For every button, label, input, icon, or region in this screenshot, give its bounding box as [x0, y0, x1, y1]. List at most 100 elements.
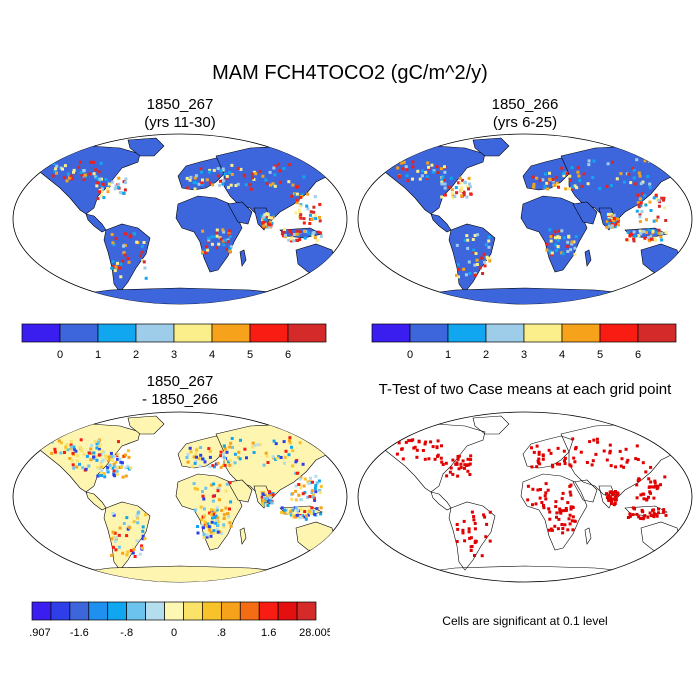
- grid-cell: [121, 259, 125, 263]
- grid-cell: [642, 230, 646, 233]
- grid-cell: [400, 161, 404, 165]
- grid-cell: [278, 180, 282, 184]
- grid-cell: [140, 244, 144, 248]
- grid-cell: [530, 446, 533, 450]
- grid-cell: [606, 162, 610, 166]
- grid-cell: [301, 462, 305, 466]
- grid-cell: [637, 515, 641, 519]
- grid-cell: [193, 461, 197, 465]
- grid-cell: [555, 183, 559, 187]
- grid-cell: [223, 172, 227, 176]
- grid-cell: [212, 531, 216, 535]
- grid-cell: [626, 516, 630, 519]
- grid-cell: [636, 193, 640, 197]
- grid-cell: [132, 520, 136, 524]
- grid-cell: [605, 184, 609, 188]
- grid-cell: [570, 519, 574, 523]
- grid-cell: [202, 526, 205, 530]
- grid-cell: [635, 483, 639, 487]
- grid-cell: [140, 544, 144, 548]
- grid-cell: [100, 190, 104, 194]
- grid-cell: [555, 511, 559, 515]
- grid-cell: [645, 497, 649, 501]
- grid-cell: [465, 195, 469, 199]
- grid-cell: [653, 236, 657, 240]
- grid-cell: [72, 447, 76, 451]
- grid-cell: [99, 461, 103, 465]
- grid-cell: [100, 465, 104, 469]
- grid-cell: [652, 219, 656, 223]
- grid-cell: [425, 175, 429, 179]
- grid-cell: [106, 187, 109, 190]
- grid-cell: [85, 454, 89, 458]
- grid-cell: [570, 187, 574, 191]
- grid-cell: [215, 234, 219, 238]
- grid-cell: [314, 474, 318, 478]
- grid-cell: [473, 527, 477, 531]
- grid-cell: [658, 231, 662, 235]
- grid-cell: [651, 508, 655, 512]
- grid-cell: [310, 218, 314, 221]
- grid-cell: [530, 465, 534, 469]
- panel-2-title: 1850_266 (yrs 6-25): [385, 96, 665, 132]
- grid-cell: [457, 181, 461, 185]
- grid-cell: [223, 463, 227, 467]
- grid-cell: [250, 172, 254, 176]
- grid-cell: [268, 499, 272, 503]
- grid-cell: [209, 534, 213, 538]
- grid-cell: [114, 184, 118, 188]
- continent-greenland: [472, 415, 510, 435]
- grid-cell: [431, 170, 435, 174]
- grid-cell: [289, 513, 293, 517]
- grid-cell: [303, 477, 307, 481]
- grid-cell: [319, 512, 323, 516]
- grid-cell: [462, 267, 466, 271]
- grid-cell: [608, 451, 612, 455]
- grid-cell: [203, 514, 206, 518]
- grid-cell: [436, 454, 439, 458]
- grid-cell: [612, 213, 616, 217]
- grid-cell: [144, 513, 148, 517]
- grid-cell: [474, 252, 478, 255]
- grid-cell: [95, 442, 99, 446]
- grid-cell: [544, 491, 548, 495]
- grid-cell: [192, 482, 196, 486]
- grid-cell: [488, 259, 492, 263]
- grid-cell: [228, 521, 232, 525]
- grid-cell: [115, 469, 119, 473]
- grid-cell: [556, 446, 560, 450]
- grid-cell: [628, 512, 632, 516]
- grid-cell: [397, 441, 401, 445]
- grid-cell: [646, 515, 650, 519]
- grid-cell: [310, 491, 314, 495]
- grid-cell: [290, 194, 294, 198]
- grid-cell: [561, 252, 565, 256]
- grid-cell: [298, 204, 302, 208]
- grid-cell: [116, 457, 119, 461]
- colorbar-label: 6: [285, 349, 291, 361]
- grid-cell: [568, 174, 572, 178]
- grid-cell: [222, 517, 226, 520]
- grid-cell: [421, 169, 424, 173]
- grid-cell: [124, 177, 128, 181]
- grid-cell: [628, 234, 632, 238]
- grid-cell: [200, 170, 203, 174]
- grid-cell: [312, 205, 316, 209]
- grid-cell: [618, 449, 622, 453]
- grid-cell: [126, 257, 130, 260]
- grid-cell: [282, 234, 285, 238]
- grid-cell: [82, 178, 86, 182]
- grid-cell: [63, 164, 67, 168]
- grid-cell: [426, 161, 430, 165]
- grid-cell: [89, 451, 93, 455]
- grid-cell: [549, 527, 553, 531]
- grid-cell: [458, 176, 462, 180]
- grid-cell: [186, 460, 190, 464]
- grid-cell: [75, 459, 79, 463]
- grid-cell: [203, 519, 207, 523]
- grid-cell: [281, 230, 285, 234]
- grid-cell: [302, 175, 306, 179]
- grid-cell: [233, 461, 237, 465]
- grid-cell: [299, 216, 303, 220]
- grid-cell: [416, 169, 420, 173]
